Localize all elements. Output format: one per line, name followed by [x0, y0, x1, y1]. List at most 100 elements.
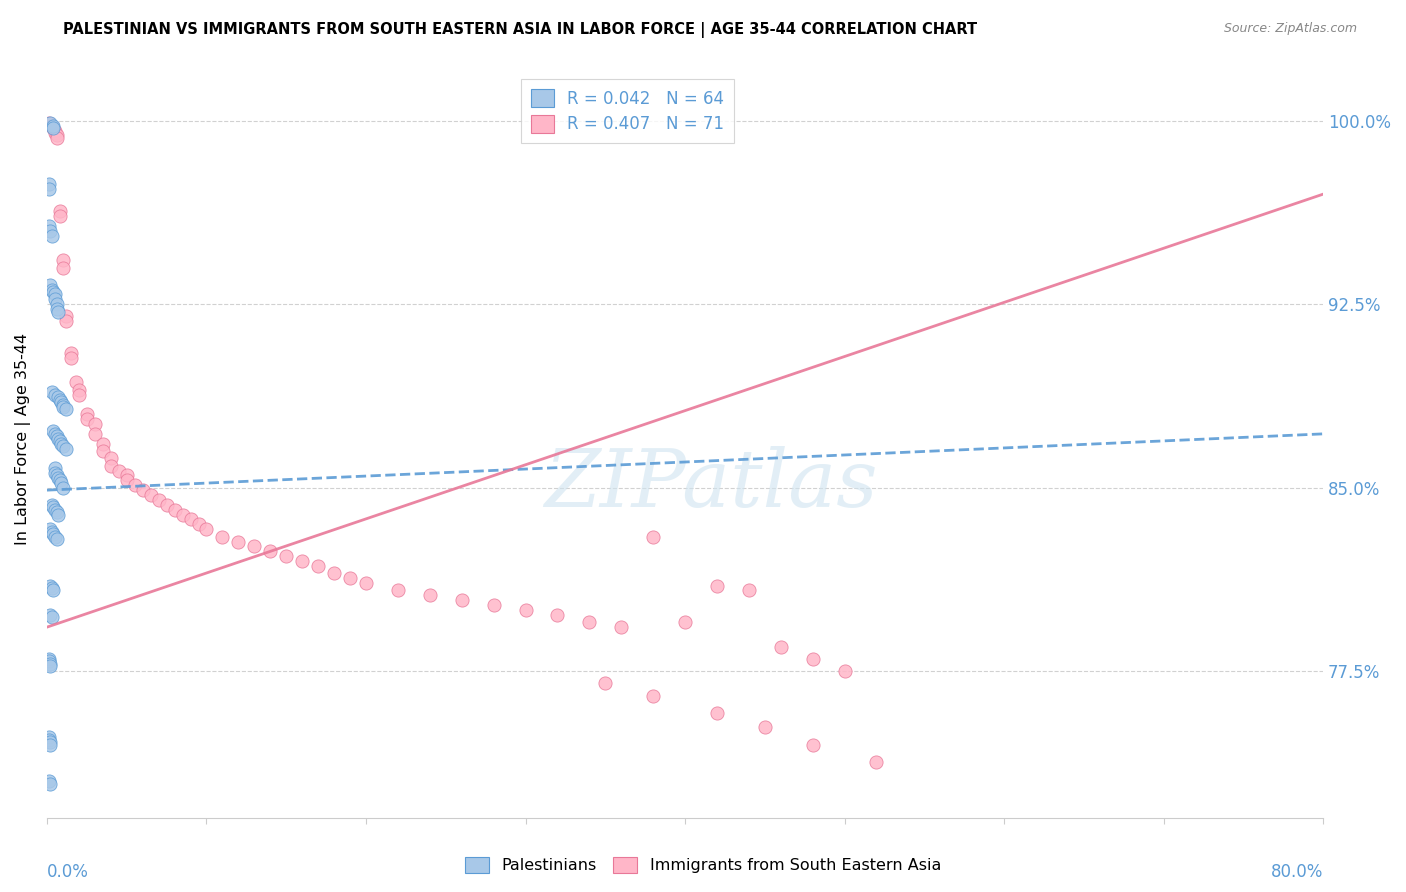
Point	[42, 527, 65, 541]
Point	[48, 392, 70, 407]
Point	[45, 532, 67, 546]
Point	[195, 522, 218, 536]
Point	[643, 689, 665, 703]
Point	[180, 512, 202, 526]
Point	[59, 351, 82, 365]
Point	[39, 659, 62, 673]
Point	[44, 426, 66, 441]
Point	[39, 735, 62, 749]
Point	[41, 228, 63, 243]
Text: ZIPatlas: ZIPatlas	[544, 445, 877, 523]
Point	[546, 607, 568, 622]
Point	[44, 530, 66, 544]
Point	[48, 204, 70, 219]
Point	[39, 224, 62, 238]
Point	[44, 466, 66, 480]
Point	[42, 285, 65, 299]
Point	[45, 128, 67, 143]
Point	[45, 429, 67, 443]
Point	[55, 442, 77, 456]
Point	[44, 123, 66, 137]
Point	[39, 607, 62, 622]
Point	[323, 566, 346, 581]
Point	[52, 253, 75, 268]
Point	[307, 558, 329, 573]
Point	[156, 498, 179, 512]
Point	[515, 603, 537, 617]
Point	[41, 283, 63, 297]
Point	[42, 121, 65, 136]
Point	[38, 732, 60, 747]
Point	[44, 502, 66, 516]
Point	[46, 471, 69, 485]
Point	[673, 615, 696, 630]
Point	[91, 436, 114, 450]
Point	[51, 475, 73, 490]
Point	[801, 738, 824, 752]
Point	[44, 293, 66, 307]
Point	[754, 720, 776, 734]
Point	[38, 116, 60, 130]
Point	[354, 576, 377, 591]
Point	[211, 530, 233, 544]
Point	[38, 652, 60, 666]
Point	[38, 774, 60, 789]
Point	[46, 508, 69, 522]
Text: 0.0%: 0.0%	[46, 863, 89, 881]
Point	[44, 388, 66, 402]
Point	[243, 540, 266, 554]
Point	[100, 451, 122, 466]
Point	[45, 297, 67, 311]
Point	[38, 178, 60, 192]
Point	[139, 488, 162, 502]
Point	[115, 474, 138, 488]
Point	[148, 492, 170, 507]
Point	[65, 376, 87, 390]
Text: PALESTINIAN VS IMMIGRANTS FROM SOUTH EASTERN ASIA IN LABOR FORCE | AGE 35-44 COR: PALESTINIAN VS IMMIGRANTS FROM SOUTH EAS…	[63, 22, 977, 38]
Point	[55, 402, 77, 417]
Point	[52, 260, 75, 275]
Point	[801, 652, 824, 666]
Legend: Palestinians, Immigrants from South Eastern Asia: Palestinians, Immigrants from South East…	[458, 850, 948, 880]
Point	[38, 654, 60, 668]
Point	[45, 302, 67, 317]
Point	[44, 287, 66, 301]
Text: 80.0%: 80.0%	[1271, 863, 1323, 881]
Point	[41, 610, 63, 624]
Point	[41, 524, 63, 539]
Point	[45, 131, 67, 145]
Point	[46, 432, 69, 446]
Point	[706, 578, 728, 592]
Point	[51, 436, 73, 450]
Point	[42, 121, 65, 136]
Point	[52, 400, 75, 414]
Point	[163, 502, 186, 516]
Point	[48, 434, 70, 449]
Point	[172, 508, 194, 522]
Point	[595, 676, 617, 690]
Point	[38, 182, 60, 196]
Point	[46, 304, 69, 318]
Point	[42, 425, 65, 439]
Point	[769, 640, 792, 654]
Point	[52, 397, 75, 411]
Point	[187, 517, 209, 532]
Point	[131, 483, 153, 497]
Text: Source: ZipAtlas.com: Source: ZipAtlas.com	[1223, 22, 1357, 36]
Point	[339, 571, 361, 585]
Point	[124, 478, 146, 492]
Point	[228, 534, 250, 549]
Point	[45, 505, 67, 519]
Legend: R = 0.042   N = 64, R = 0.407   N = 71: R = 0.042 N = 64, R = 0.407 N = 71	[520, 79, 734, 144]
Point	[38, 730, 60, 744]
Point	[67, 383, 90, 397]
Point	[42, 500, 65, 515]
Point	[610, 620, 633, 634]
Point	[55, 314, 77, 328]
Point	[91, 444, 114, 458]
Point	[44, 126, 66, 140]
Point	[834, 664, 856, 678]
Point	[46, 390, 69, 404]
Point	[39, 277, 62, 292]
Point	[39, 578, 62, 592]
